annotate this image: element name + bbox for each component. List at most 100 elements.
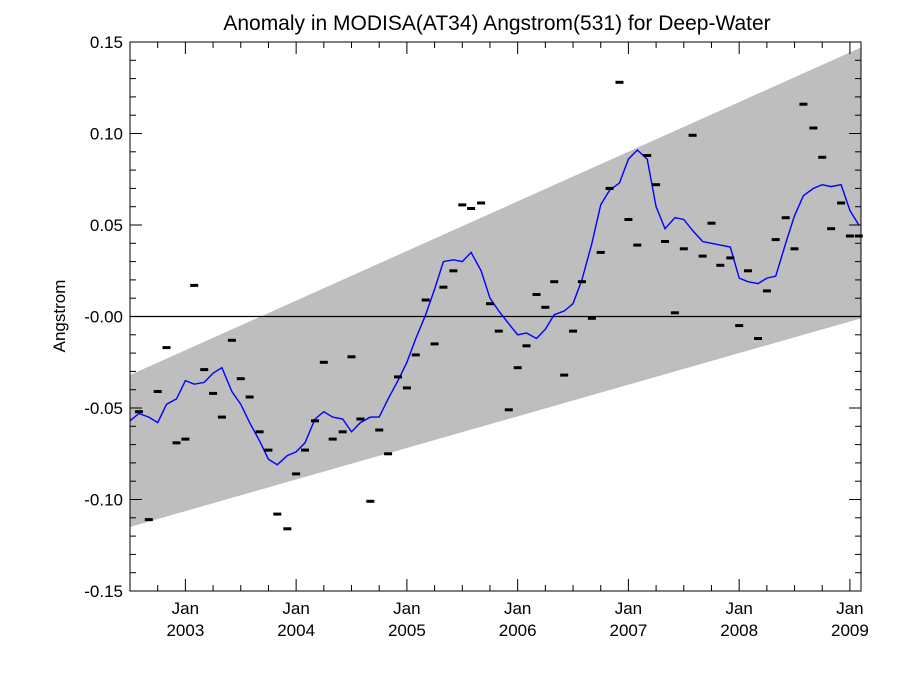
data-point	[402, 386, 411, 390]
data-point	[698, 254, 707, 258]
data-point	[550, 280, 559, 284]
data-point	[181, 437, 190, 441]
data-point	[172, 441, 181, 445]
data-point	[227, 338, 236, 342]
x-tick-year-label: 2004	[277, 621, 315, 640]
data-point	[319, 360, 328, 364]
data-point	[162, 346, 171, 350]
data-point	[633, 243, 642, 247]
x-tick-month-label: Jan	[725, 599, 752, 618]
data-point	[439, 285, 448, 289]
data-point	[273, 512, 282, 516]
data-point	[255, 430, 264, 434]
data-point	[818, 155, 827, 159]
x-tick-year-label: 2008	[720, 621, 758, 640]
data-point	[153, 390, 162, 393]
data-point	[504, 408, 513, 412]
data-point	[411, 353, 420, 357]
y-tick-label: 0.15	[90, 33, 123, 52]
data-point	[560, 373, 569, 377]
data-point	[790, 247, 799, 251]
data-point	[726, 256, 735, 260]
data-point	[430, 342, 439, 346]
data-point	[347, 355, 356, 359]
data-point	[643, 154, 652, 157]
data-point	[735, 324, 744, 328]
data-point	[458, 203, 467, 207]
data-point	[569, 329, 577, 333]
x-tick-year-label: 2007	[609, 621, 647, 640]
y-tick-label: -0.10	[84, 491, 123, 510]
data-point	[264, 448, 273, 452]
data-point	[679, 247, 688, 251]
data-point	[190, 283, 199, 287]
data-point	[577, 280, 586, 284]
data-point	[236, 377, 245, 381]
x-tick-month-label: Jan	[393, 599, 420, 618]
data-point	[661, 240, 669, 243]
data-point	[217, 415, 226, 419]
data-point	[762, 289, 771, 293]
data-point	[596, 250, 605, 254]
data-point	[394, 375, 402, 379]
data-point	[477, 201, 486, 205]
data-point	[716, 263, 725, 267]
y-tick-label: 0.10	[90, 125, 123, 144]
chart-title: Anomaly in MODISA(AT34) Angstrom(531) fo…	[223, 12, 770, 35]
data-point	[781, 216, 790, 220]
data-point	[615, 80, 624, 84]
data-point	[494, 329, 503, 333]
data-point	[449, 269, 458, 273]
data-point	[854, 234, 863, 238]
data-point	[652, 183, 661, 187]
data-point	[375, 428, 384, 432]
data-point	[707, 221, 716, 225]
data-point	[837, 201, 846, 205]
data-point	[328, 437, 337, 441]
data-point	[744, 269, 752, 273]
data-point	[421, 298, 430, 302]
x-tick-year-label: 2006	[499, 621, 537, 640]
data-point	[845, 234, 854, 238]
y-tick-label: -0.15	[84, 582, 123, 601]
data-point	[799, 102, 808, 106]
data-point	[532, 293, 541, 296]
data-point	[356, 417, 365, 421]
data-point	[338, 430, 347, 434]
data-point	[754, 337, 762, 340]
y-axis-label: Angstrom	[50, 280, 69, 353]
data-point	[541, 305, 550, 309]
x-tick-month-label: Jan	[836, 599, 863, 618]
x-tick-month-label: Jan	[615, 599, 642, 618]
data-point	[283, 527, 292, 531]
data-point	[809, 126, 818, 130]
data-point	[827, 227, 836, 231]
data-point	[670, 311, 679, 315]
x-tick-month-label: Jan	[504, 599, 531, 618]
data-point	[467, 207, 476, 210]
data-point	[522, 344, 531, 348]
x-tick-year-label: 2009	[831, 621, 869, 640]
data-point	[311, 419, 319, 423]
y-tick-label: -0.05	[84, 399, 123, 418]
data-point	[513, 366, 522, 370]
data-point	[134, 410, 143, 414]
data-point	[384, 452, 393, 456]
data-point	[144, 518, 153, 522]
data-point	[301, 448, 309, 452]
x-tick-month-label: Jan	[282, 599, 309, 618]
plot-area: 0.15 0.10 0.05 -0.00 -0.05 -0.10 -0.15 Jan 2003 J…	[84, 33, 869, 640]
y-tick-label: 0.05	[90, 216, 123, 235]
y-tick-label: -0.00	[84, 308, 123, 327]
data-point	[688, 133, 697, 137]
data-point	[245, 395, 254, 399]
confidence-band	[130, 47, 861, 527]
x-tick-month-label: Jan	[172, 599, 199, 618]
x-tick-year-label: 2003	[166, 621, 204, 640]
data-point	[771, 238, 780, 242]
x-tick-year-label: 2005	[388, 621, 426, 640]
data-point	[366, 499, 375, 503]
data-point	[292, 472, 301, 476]
data-point	[624, 218, 633, 221]
